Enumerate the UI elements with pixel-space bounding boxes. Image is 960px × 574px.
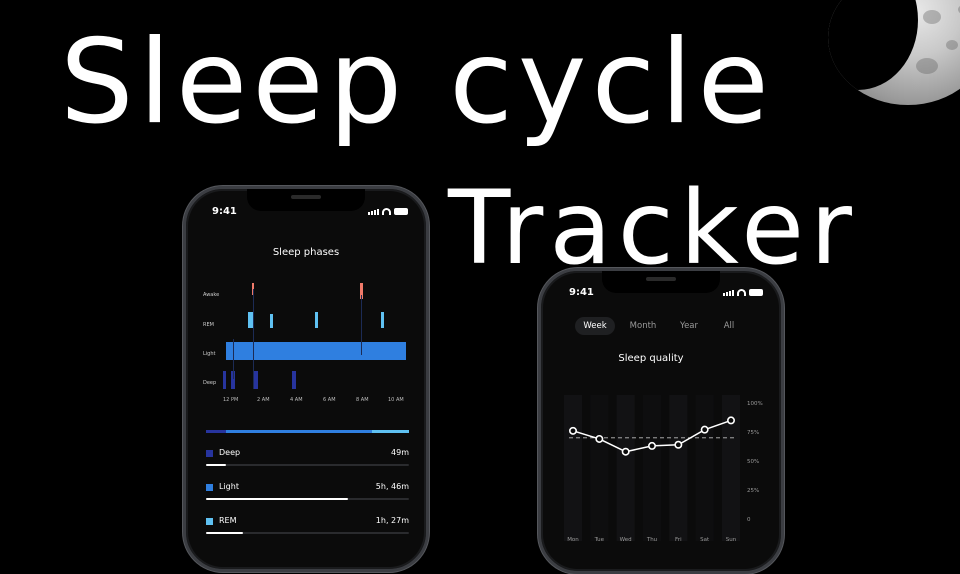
chart-column xyxy=(643,395,661,541)
x-label-12pm: 12 PM xyxy=(223,397,239,403)
legend-swatch xyxy=(206,450,213,457)
deep-segment xyxy=(223,371,226,389)
x-tick-label: Wed xyxy=(620,537,632,543)
legend-value: 5h, 46m xyxy=(375,482,409,491)
legend-value: 1h, 27m xyxy=(375,516,409,525)
tab-month[interactable]: Month xyxy=(629,321,657,331)
deep-segment xyxy=(231,371,235,389)
y-label-rem: REM xyxy=(203,322,214,328)
phase-connector xyxy=(361,295,362,355)
battery-icon xyxy=(394,208,408,215)
hero-title-line2: Tracker xyxy=(448,169,858,288)
legend-name: Deep xyxy=(219,448,241,457)
moon-icon xyxy=(828,0,960,105)
status-time: 9:41 xyxy=(212,206,237,217)
x-tick-label: Mon xyxy=(567,537,579,543)
chart-column xyxy=(590,395,609,541)
legend-value: 49m xyxy=(391,448,409,457)
deep-segment xyxy=(292,371,296,389)
legend-light: Light 5h, 46m xyxy=(206,482,409,512)
status-icons xyxy=(723,289,763,296)
data-point xyxy=(700,425,709,434)
legend-deep: Deep 49m xyxy=(206,448,409,478)
data-point xyxy=(595,434,604,443)
y-tick-label: 0 xyxy=(747,517,751,523)
x-tick-label: Fri xyxy=(675,537,682,543)
phase-summary-segment xyxy=(206,430,227,433)
y-tick-label: 25% xyxy=(747,488,759,494)
x-label-2am: 2 AM xyxy=(257,397,270,403)
x-tick-label: Sat xyxy=(700,537,710,543)
y-label-light: Light xyxy=(203,351,216,357)
period-tabs: Week Month Year All xyxy=(575,317,745,335)
battery-icon xyxy=(749,289,763,296)
data-point xyxy=(621,447,630,456)
rem-segment xyxy=(270,314,273,328)
y-tick-label: 75% xyxy=(747,430,759,436)
legend-track xyxy=(206,532,409,534)
x-label-8am: 8 AM xyxy=(356,397,369,403)
y-label-deep: Deep xyxy=(203,380,217,386)
awake-segment xyxy=(360,283,363,299)
chart-column xyxy=(695,395,714,541)
phase-summary-segment xyxy=(372,430,409,433)
x-label-4am: 4 AM xyxy=(290,397,303,403)
x-tick-label: Sun xyxy=(726,537,737,543)
wifi-icon xyxy=(737,289,746,296)
deep-segment xyxy=(253,371,258,389)
hero-title-line1: Sleep cycle xyxy=(60,15,774,150)
status-time: 9:41 xyxy=(569,287,594,298)
data-point xyxy=(648,441,657,450)
rem-segment xyxy=(315,312,318,328)
chart-column xyxy=(669,395,688,541)
tab-week[interactable]: Week xyxy=(575,317,615,335)
phase-connector xyxy=(233,339,234,379)
legend-swatch xyxy=(206,484,213,491)
y-tick-label: 50% xyxy=(747,459,759,465)
x-tick-label: Tue xyxy=(594,537,605,543)
phase-connector xyxy=(253,289,254,389)
tab-all[interactable]: All xyxy=(723,321,735,331)
legend-fill xyxy=(206,464,227,466)
x-label-6am: 6 AM xyxy=(323,397,336,403)
sleep-quality-chart: 100% 75% 50% 25% 0 Mon Tue Wed Thu Fri Sat Sun xyxy=(564,395,763,543)
legend-name: REM xyxy=(219,516,237,525)
legend-fill xyxy=(206,498,349,500)
legend-name: Light xyxy=(219,482,239,491)
sleep-phases-title: Sleep phases xyxy=(272,247,340,258)
rem-segment xyxy=(381,312,384,328)
signal-icon xyxy=(723,289,734,296)
data-point xyxy=(568,426,577,435)
legend-rem: REM 1h, 27m xyxy=(206,516,409,546)
legend-track xyxy=(206,498,409,500)
y-label-awake: Awake xyxy=(203,292,220,298)
rem-segment xyxy=(248,312,254,328)
legend-swatch xyxy=(206,518,213,525)
phone-sleep-quality: 9:41 Week Month Year All Sleep quality 1… xyxy=(538,268,784,574)
signal-icon xyxy=(368,208,379,215)
chart-column xyxy=(616,395,635,541)
data-point xyxy=(674,440,683,449)
phone-notch xyxy=(602,271,720,293)
data-point xyxy=(727,416,736,425)
sleep-quality-title: Sleep quality xyxy=(618,353,684,364)
phase-summary-segment xyxy=(226,430,373,433)
chart-column xyxy=(564,395,582,541)
status-icons xyxy=(368,208,408,215)
tab-year[interactable]: Year xyxy=(680,321,698,331)
legend-track xyxy=(206,464,409,466)
x-label-10am: 10 AM xyxy=(388,397,404,403)
y-tick-label: 100% xyxy=(747,401,763,407)
phone-sleep-phases: 9:41 Sleep phases Awake REM Light Deep 1… xyxy=(183,186,429,572)
wifi-icon xyxy=(382,208,391,215)
x-tick-label: Thu xyxy=(646,537,657,543)
legend-fill xyxy=(206,532,243,534)
phone-notch xyxy=(247,189,365,211)
chart-column xyxy=(722,395,740,541)
phase-summary-bar xyxy=(206,430,409,433)
